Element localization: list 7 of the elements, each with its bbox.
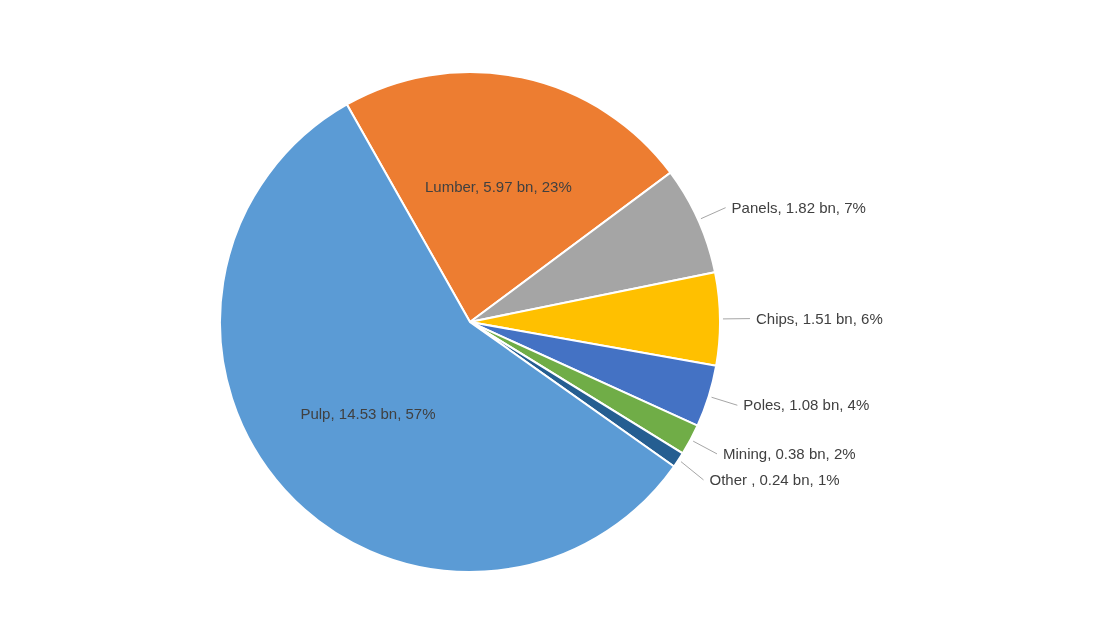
slice-label: Chips, 1.51 bn, 6% [755,309,883,327]
slice-label: Lumber, 5.97 bn, 23% [424,178,572,196]
slice-label: Pulp, 14.53 bn, 57% [300,405,436,423]
slice-label: Other , 0.24 bn, 1% [709,470,840,488]
slice-label: Poles, 1.08 bn, 4% [743,396,870,414]
slice-label: Mining, 0.38 bn, 2% [723,444,856,462]
slice-label: Panels, 1.82 bn, 7% [731,198,866,216]
